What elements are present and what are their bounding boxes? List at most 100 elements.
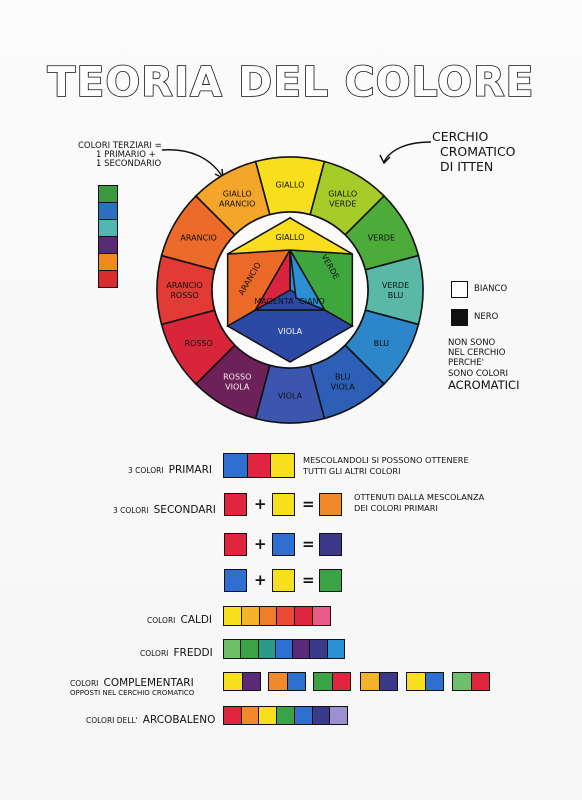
inner-giallo-label: GIALLO — [276, 233, 305, 242]
warm-swatch — [295, 607, 314, 625]
rainbow-swatch — [277, 707, 295, 724]
primary-swatch — [271, 454, 295, 477]
ring-segment-label: BLU — [374, 339, 390, 348]
ring-segment-label: ARANCIO — [166, 281, 202, 290]
primary-swatch — [247, 454, 272, 477]
cool-swatch — [310, 640, 328, 658]
rainbow-swatch — [312, 707, 331, 724]
secondari-note-line2: DEI COLORI PRIMARI — [354, 502, 438, 513]
rainbow-swatch — [294, 707, 313, 724]
complementary-swatch — [332, 673, 350, 690]
freddi-label: COLORI FREDDI — [140, 643, 213, 660]
secondari-label: 3 COLORI SECONDARI — [113, 500, 216, 517]
rainbow-swatch — [259, 707, 278, 724]
cool-swatch — [258, 640, 276, 658]
complementari-label-big: COMPLEMENTARI — [103, 677, 194, 689]
complementary-pair — [268, 672, 306, 691]
wheel-note-line3: DI ITTEN — [440, 158, 494, 174]
ring-segment-label: VIOLA — [225, 382, 250, 391]
plus-sign: + — [254, 571, 267, 589]
ring-segment-label: ROSSO — [170, 291, 198, 300]
primari-label-small: 3 COLORI — [128, 466, 164, 475]
freddi-strip — [223, 639, 345, 659]
secondari-label-small: 3 COLORI — [113, 506, 149, 515]
arcobaleno-label-big: ARCOBALENO — [142, 714, 216, 726]
achromatic-note: NON SONO NEL CERCHIO PERCHE' SONO COLORI… — [448, 338, 519, 393]
ring-segment-label: BLU — [335, 372, 351, 381]
complementary-pair — [313, 672, 351, 691]
inner-magenta — [253, 247, 291, 313]
plus-sign: + — [254, 495, 267, 513]
complementary-swatch — [242, 673, 260, 690]
inner-viola-label: VIOLA — [278, 327, 303, 336]
secondary-result — [319, 569, 342, 592]
ring-segment-label: VIOLA — [278, 392, 303, 401]
arcobaleno-label: COLORI DELL' ARCOBALENO — [86, 710, 215, 727]
warm-swatch — [241, 607, 260, 625]
tertiary-note-line3: 1 SECONDARIO — [96, 158, 162, 169]
complementary-pair — [452, 672, 490, 691]
cool-swatch — [241, 640, 259, 658]
ring-segment-label: ROSSO — [184, 339, 212, 348]
tertiary-note: COLORI TERZIARI = 1 PRIMARIO + 1 SECONDA… — [78, 142, 162, 169]
ring-segment-label: VERDE — [382, 281, 409, 290]
primari-note-line2: TUTTI GLI ALTRI COLORI — [303, 465, 401, 476]
ring-segment-label: VERDE — [329, 200, 356, 209]
tertiary-swatch — [99, 237, 117, 254]
complementary-pair — [360, 672, 398, 691]
ring-segment-label: ROSSO — [223, 372, 251, 381]
equals-sign: = — [302, 495, 315, 513]
complementary-swatch — [471, 673, 489, 690]
complementary-swatch — [407, 673, 426, 690]
bianco-label: BIANCO — [474, 284, 508, 294]
complementari-sub: OPPOSTI NEL CERCHIO CROMATICO — [70, 688, 195, 697]
tertiary-swatch — [99, 186, 117, 203]
complementary-swatch — [425, 673, 443, 690]
plus-sign: + — [254, 535, 267, 553]
caldi-label-big: CALDI — [180, 614, 213, 626]
achromatic-note-line1: NON SONO — [448, 338, 496, 348]
complementary-swatch — [269, 673, 288, 690]
secondary-result — [319, 533, 342, 556]
tertiary-note-line2: 1 PRIMARIO + — [96, 149, 156, 160]
nero-swatch — [451, 309, 468, 326]
achromatic-note-line3: PERCHE' — [448, 358, 485, 369]
wheel-note-line2: CROMATICO — [440, 143, 516, 159]
rainbow-swatch — [241, 707, 260, 724]
secondary-input-a — [224, 569, 247, 592]
secondary-result — [319, 493, 342, 516]
nero-label: NERO — [474, 312, 499, 322]
complementary-swatch — [379, 673, 397, 690]
arcobaleno-strip — [223, 706, 348, 725]
wheel-note-line1: CERCHIO — [432, 129, 489, 144]
inner-ciano-face — [289, 249, 327, 312]
primari-note: MESCOLANDOLI SI POSSONO OTTENERE TUTTI G… — [303, 455, 469, 476]
complementary-pair — [406, 672, 444, 691]
ring-segment-label: BLU — [388, 291, 404, 300]
caldi-label: COLORI CALDI — [147, 610, 212, 627]
ring-segment-label: VERDE — [368, 233, 395, 242]
tertiary-swatch — [99, 271, 117, 287]
ring-segment-label: GIALLO — [276, 181, 305, 190]
warm-swatch — [313, 607, 330, 625]
itten-color-wheel: GIALLOGIALLOVERDEVERDEVERDEBLUBLUBLUVIOL… — [156, 156, 424, 424]
wheel-note: CERCHIO CROMATICO DI ITTEN — [432, 129, 516, 174]
inner-giallo — [227, 217, 353, 255]
primari-label: 3 COLORI PRIMARI — [128, 460, 212, 477]
page-title: TEORIA DEL COLORE — [47, 57, 535, 107]
achromatic-note-line2: NEL CERCHIO — [448, 348, 506, 359]
ring-segment-label: GIALLO — [328, 190, 357, 199]
tertiary-note-line1: COLORI TERZIARI = — [78, 141, 162, 151]
secondary-input-b — [272, 569, 295, 592]
ring-segment-label: VIOLA — [331, 382, 356, 391]
cool-swatch — [327, 640, 344, 658]
warm-swatch — [224, 607, 242, 625]
inner-ciano-label: CIANO — [299, 297, 325, 306]
secondari-label-big: SECONDARI — [153, 504, 216, 516]
warm-swatch — [259, 607, 278, 625]
ring-segment-label: ARANCIO — [219, 200, 255, 209]
achromatic-note-line4: SONO COLORI — [448, 368, 508, 379]
complementary-swatch — [224, 673, 243, 690]
tertiary-swatch-column — [98, 185, 118, 288]
complementari-label-small: COLORI — [70, 679, 99, 688]
